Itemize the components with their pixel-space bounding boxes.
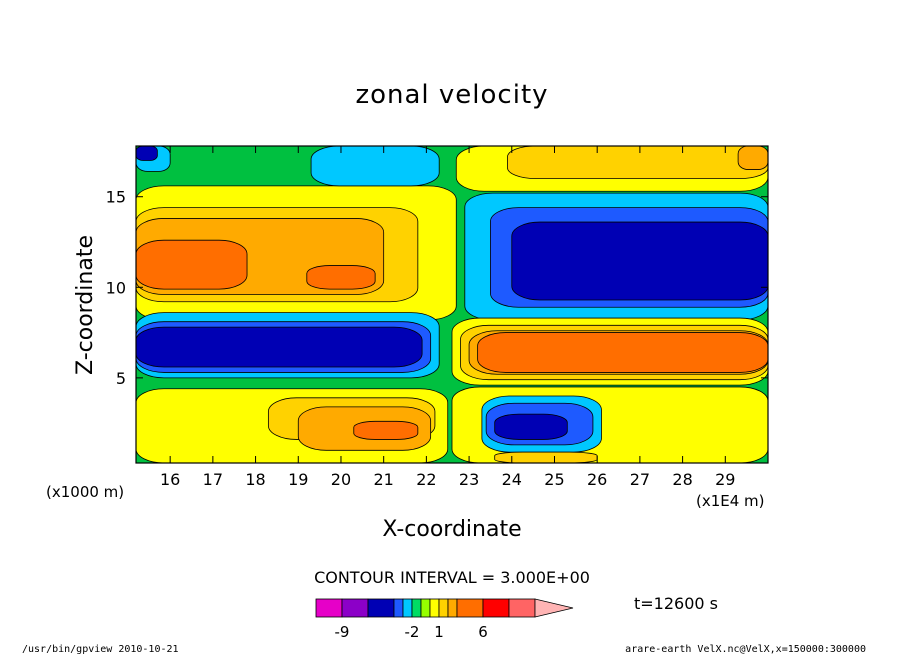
x-tick-label: 26 xyxy=(587,470,607,489)
colorbar-swatch xyxy=(429,598,440,618)
colorbar-swatch xyxy=(367,598,395,618)
x-tick-label: 29 xyxy=(715,470,735,489)
x-tick-label: 25 xyxy=(544,470,564,489)
colorbar-tick-label: -9 xyxy=(335,623,350,641)
colorbar-swatch xyxy=(402,598,413,618)
footer-right: arare-earth_VelX.nc@VelX,x=150000:300000 xyxy=(625,644,866,654)
colorbar-swatch xyxy=(315,598,343,618)
plot-area xyxy=(135,145,769,464)
colorbar-labels: -9 -2 1 6 xyxy=(335,623,488,641)
y-axis-label: Z-coordinate xyxy=(73,235,98,375)
x-tick-label: 23 xyxy=(459,470,479,489)
contour-interval-label: CONTOUR INTERVAL = 3.000E+00 xyxy=(314,568,590,587)
colorbar-swatch xyxy=(420,598,431,618)
x-tick-label: 21 xyxy=(373,470,393,489)
colorbar-tick-label: -2 xyxy=(405,623,420,641)
x-axis: 16 17 18 19 20 21 22 23 24 25 26 27 28 29 xyxy=(160,146,735,489)
chart-title: zonal velocity xyxy=(355,80,548,110)
colorbar-swatch xyxy=(341,598,369,618)
colorbar-swatch xyxy=(456,598,484,618)
x-tick-label: 20 xyxy=(331,470,351,489)
contour-region-strong-negative xyxy=(511,221,769,301)
y-axis: 5 10 15 xyxy=(106,188,768,388)
colorbar-swatch xyxy=(411,598,422,618)
contour-region-strong-negative xyxy=(135,145,158,161)
y-tick-label: 15 xyxy=(106,188,126,207)
colorbar-swatch xyxy=(508,598,536,618)
y-tick-label: 10 xyxy=(106,278,126,297)
footer-left: /usr/bin/gpview 2010-10-21 xyxy=(22,644,179,654)
contour-region-strong-positive xyxy=(477,332,769,373)
contour-region-positive xyxy=(494,451,598,464)
colorbar-swatch xyxy=(482,598,510,618)
colorbar-extend-arrow xyxy=(534,598,574,618)
x-tick-label: 19 xyxy=(288,470,308,489)
x-axis-label: X-coordinate xyxy=(382,517,521,542)
y-tick-label: 5 xyxy=(116,369,126,388)
colorbar xyxy=(315,598,574,618)
x-tick-label: 27 xyxy=(630,470,650,489)
contour-region-strong-negative xyxy=(494,413,568,440)
contour-region-strong-negative xyxy=(135,326,423,368)
x-tick-label: 28 xyxy=(672,470,692,489)
x-tick-label: 17 xyxy=(203,470,223,489)
colorbar-swatch xyxy=(393,598,404,618)
colorbar-tick-label: 1 xyxy=(434,623,444,641)
time-label: t=12600 s xyxy=(634,594,718,613)
contour-region-weak-negative xyxy=(310,145,440,187)
contour-region-moderate-positive xyxy=(737,145,769,170)
colorbar-swatch xyxy=(447,598,458,618)
colorbar-tick-label: 6 xyxy=(478,623,488,641)
x-tick-label: 22 xyxy=(416,470,436,489)
contour-region-strong-positive xyxy=(306,265,376,290)
x-tick-label: 24 xyxy=(502,470,522,489)
x-tick-label: 18 xyxy=(245,470,265,489)
velocity-field xyxy=(135,145,769,464)
x-unit-label: (x1E4 m) xyxy=(696,492,765,510)
y-unit-label: (x1000 m) xyxy=(46,483,124,501)
x-tick-label: 16 xyxy=(160,470,180,489)
contour-region-strong-positive xyxy=(135,239,248,290)
contour-region-positive xyxy=(507,145,769,180)
plot-frame xyxy=(135,145,769,464)
contour-region-strong-positive xyxy=(353,420,419,440)
colorbar-swatch xyxy=(438,598,449,618)
